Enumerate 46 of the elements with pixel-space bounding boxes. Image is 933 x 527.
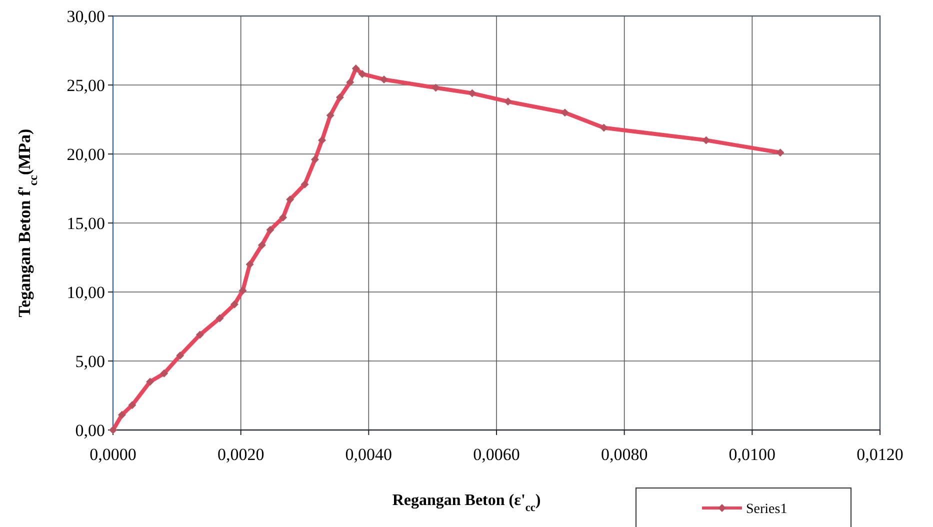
point (300, 180, 309, 188)
point (468, 89, 476, 98)
y-tick-label: 25,00 (66, 76, 105, 95)
point (266, 226, 274, 234)
point (358, 70, 366, 78)
point (118, 410, 126, 419)
point (176, 351, 184, 360)
point (776, 148, 784, 157)
y-tick-label: 10,00 (66, 283, 105, 302)
legend-label: Series1 (746, 502, 788, 517)
y-tick-label: 20,00 (66, 145, 105, 164)
point (702, 136, 710, 144)
point (238, 286, 247, 295)
point (318, 136, 326, 144)
point (246, 260, 254, 268)
point (258, 241, 266, 250)
point (196, 330, 204, 339)
x-tick-label: 0,0060 (473, 445, 520, 464)
point (346, 78, 354, 86)
y-tick-label: 0,00 (75, 421, 105, 440)
y-tick-label: 5,00 (75, 352, 105, 371)
point (432, 84, 440, 92)
x-tick-label: 0,0000 (90, 445, 136, 464)
x-tick-label: 0,0080 (600, 445, 648, 464)
x-tick-label: 0,0020 (217, 445, 264, 464)
y-tick-label: 30,00 (66, 7, 105, 26)
point (230, 300, 238, 308)
point (336, 93, 344, 102)
point (504, 98, 512, 106)
point (326, 111, 334, 120)
point (146, 378, 154, 386)
point (310, 156, 319, 164)
point (279, 213, 288, 222)
point (600, 124, 608, 132)
x-tick-label: 0,0120 (856, 445, 904, 464)
x-axis-title: Regangan Beton (ε'$_{cc}$) (392, 492, 541, 514)
point (286, 196, 294, 204)
x-tick-label: 0,0100 (728, 445, 776, 464)
point (352, 64, 360, 72)
y-tick-label: 15,00 (66, 214, 105, 233)
point (380, 75, 388, 84)
point (128, 401, 136, 410)
x-tick-label: 0,0040 (345, 445, 392, 464)
point (216, 314, 224, 322)
point (160, 369, 168, 378)
point (560, 108, 569, 117)
